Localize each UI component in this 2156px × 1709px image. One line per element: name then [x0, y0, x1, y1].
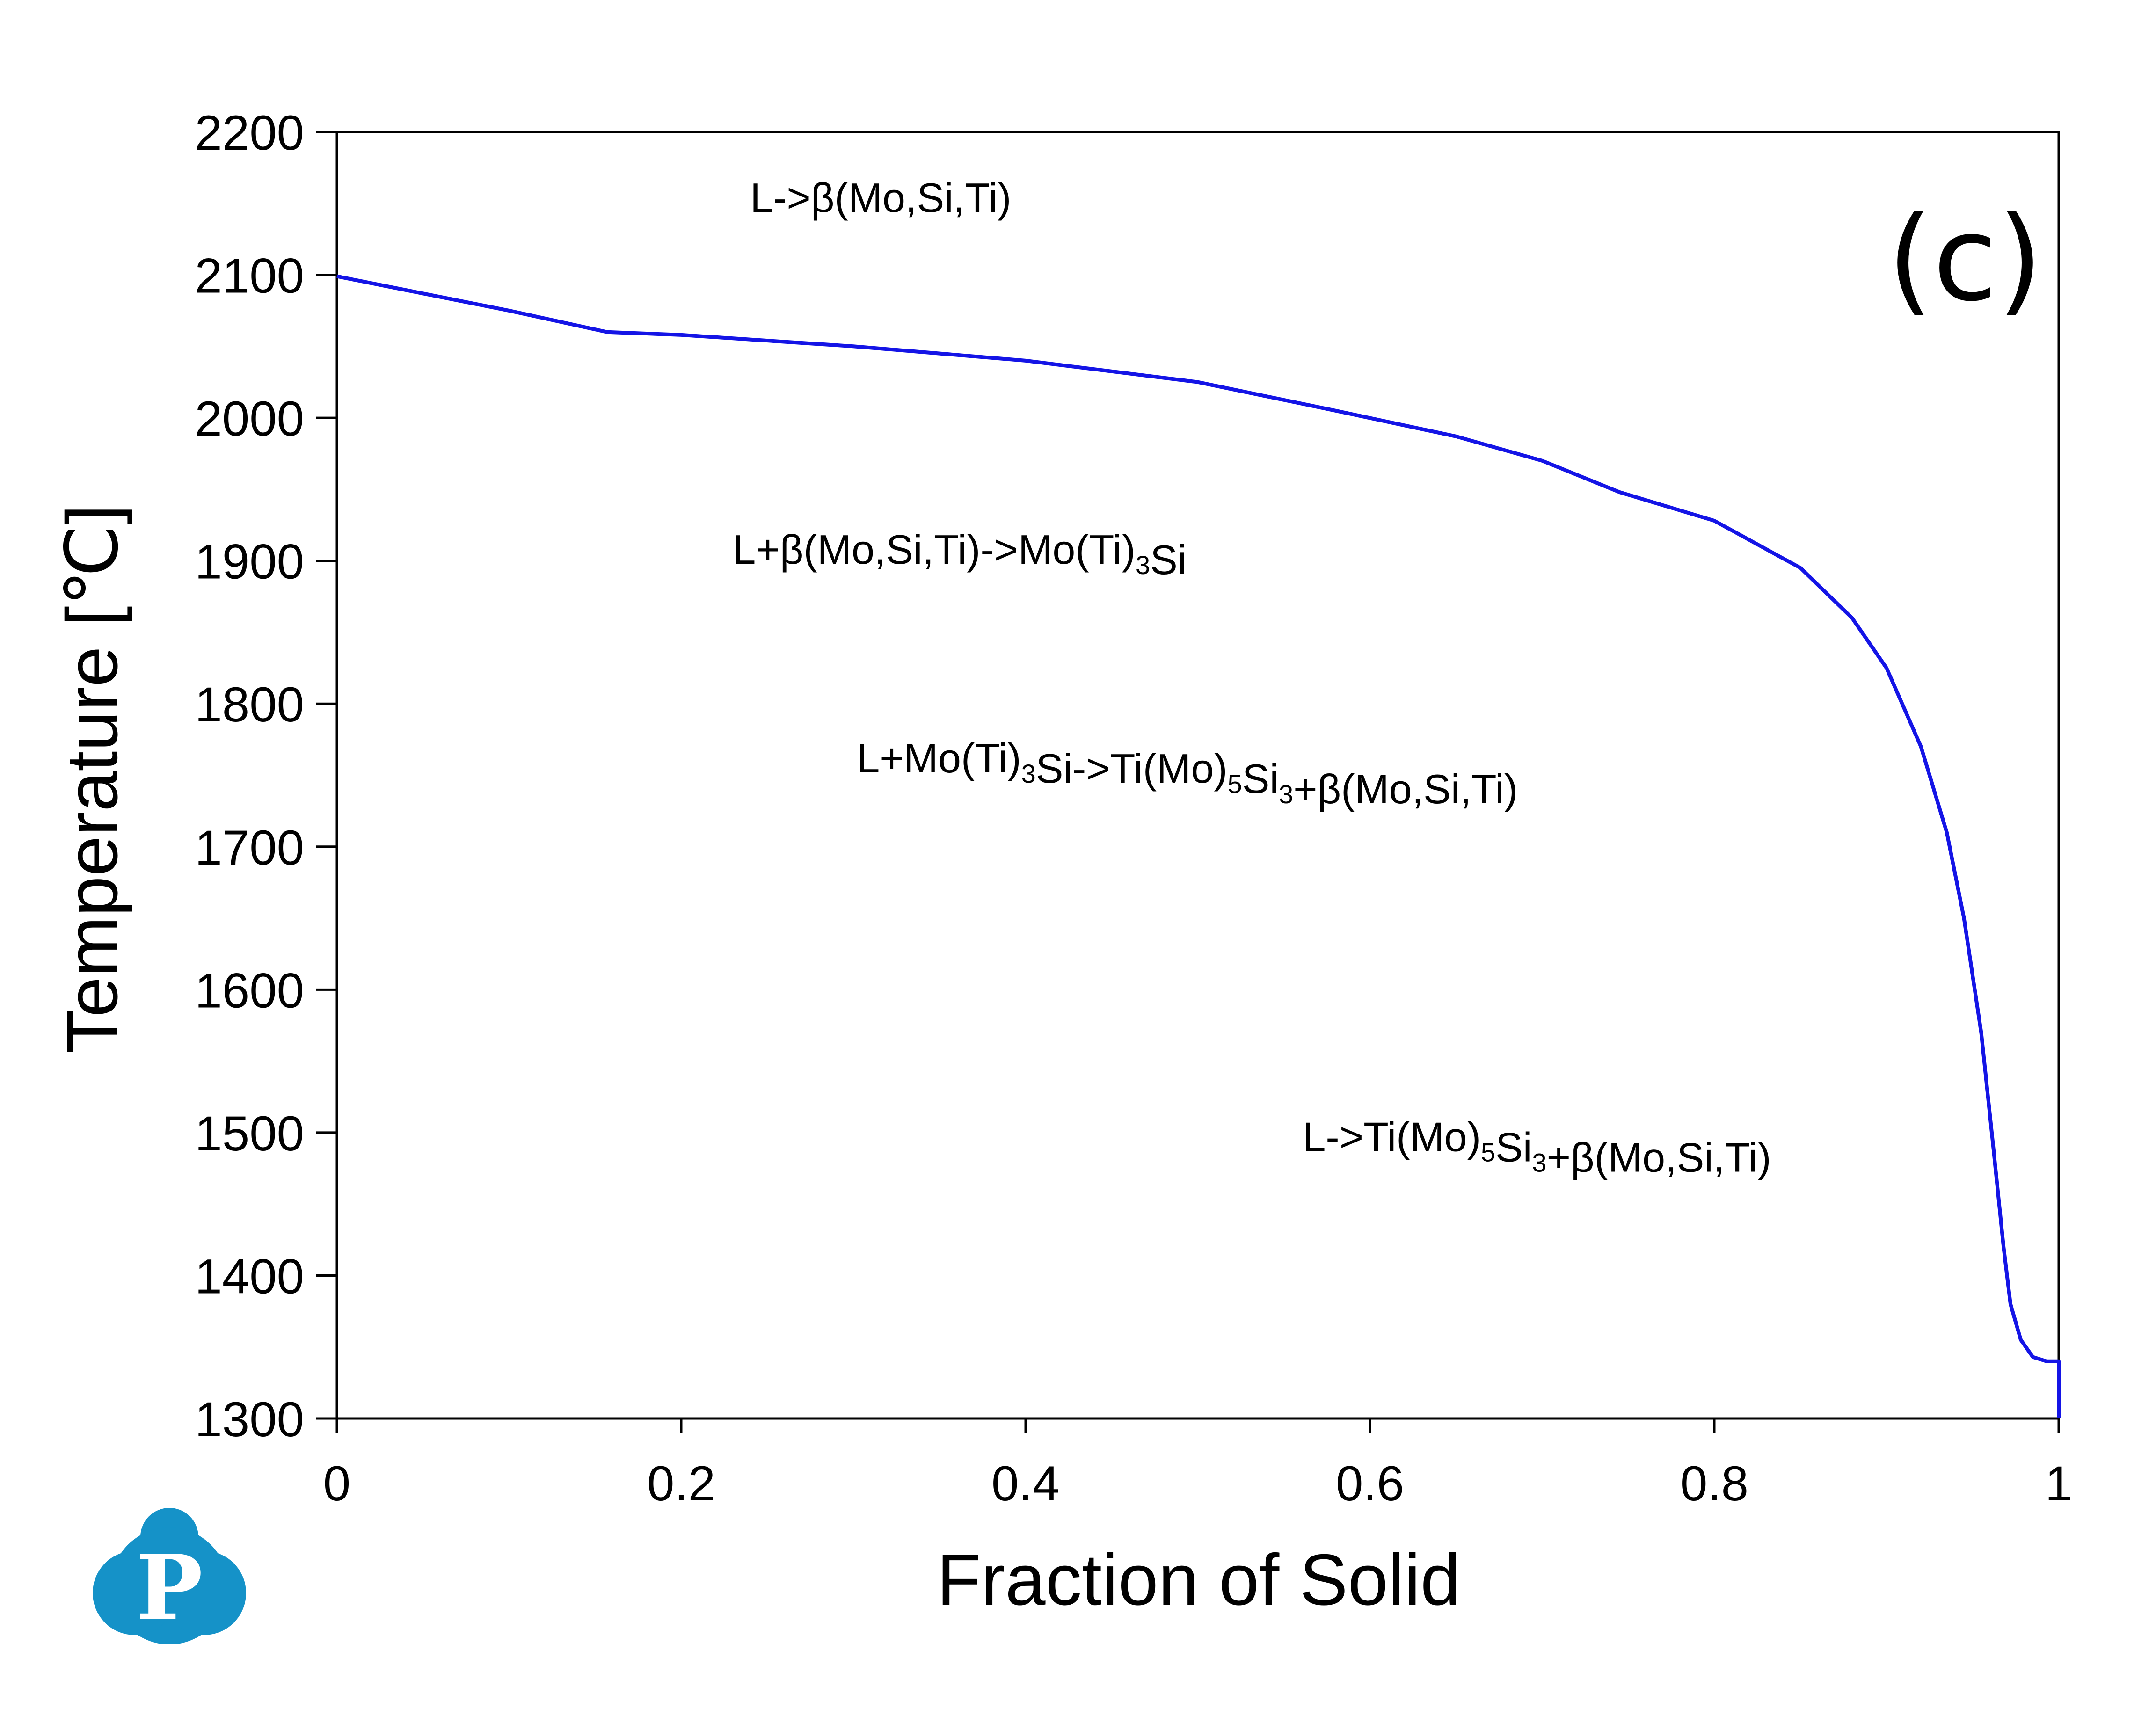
x-tick-label: 1: [2045, 1456, 2072, 1511]
y-tick-label: 1900: [195, 535, 304, 589]
logo-letter: P: [136, 1535, 203, 1640]
panel-label: (c): [1887, 191, 2043, 327]
annotation-layer: L->β(Mo,Si,Ti) L+β(Mo,Si,Ti)->Mo(Ti)3Si L+…: [733, 175, 1771, 1181]
phase-annotation: L->Ti(Mo)5Si3+β(Mo,Si,Ti): [1303, 1114, 1771, 1181]
y-tick-label: 1500: [195, 1106, 304, 1161]
y-tick-label: 1800: [195, 677, 304, 732]
y-tick-label: 1700: [195, 821, 304, 875]
y-tick-label: 1300: [195, 1392, 304, 1447]
x-tick-label: 0: [323, 1456, 350, 1511]
series-line: [336, 274, 2061, 1418]
x-axis-ticks: 0 0.2 0.4 0.6 0.8 1: [323, 1418, 2072, 1511]
y-tick-label: 2100: [195, 249, 304, 304]
x-tick-label: 0.6: [1336, 1456, 1404, 1511]
plot-area-border: [335, 131, 2060, 1420]
logo-icon: P: [93, 1508, 246, 1644]
phase-annotation: L+β(Mo,Si,Ti)->Mo(Ti)3Si: [733, 526, 1187, 583]
y-tick-label: 2200: [195, 106, 304, 160]
phase-annotation: L->β(Mo,Si,Ti): [750, 175, 1011, 221]
y-tick-label: 1400: [195, 1249, 304, 1304]
x-axis-title: Fraction of Solid: [937, 1539, 1461, 1620]
x-tick-label: 0.8: [1680, 1456, 1748, 1511]
y-axis-ticks: 1300 1400 1500 1600 1700 1800 1900 2000 2100 2200: [195, 106, 337, 1447]
y-axis-title: Temperature [℃]: [51, 504, 132, 1053]
plot-frame: [335, 131, 2060, 1420]
x-tick-label: 0.2: [647, 1456, 715, 1511]
x-tick-label: 0.4: [991, 1456, 1060, 1511]
y-tick-label: 2000: [195, 392, 304, 446]
phase-annotation: L+Mo(Ti)3Si->Ti(Mo)5Si3+β(Mo,Si,Ti): [857, 735, 1518, 812]
y-tick-label: 1600: [195, 963, 304, 1018]
series-layer: [336, 274, 2061, 1418]
